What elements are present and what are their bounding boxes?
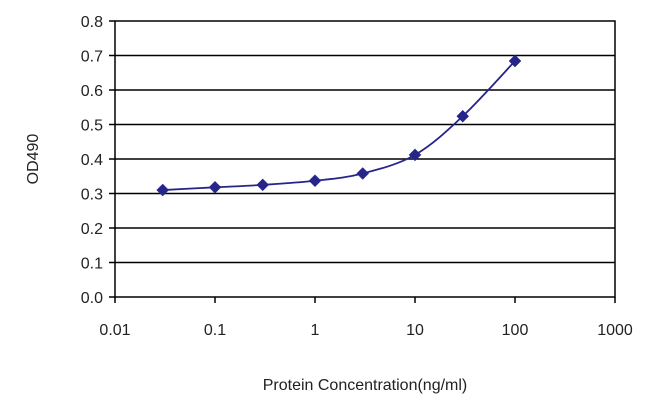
x-tick-label: 1000 [597, 322, 633, 339]
x-tick-labels: 0.01 0.1 1 10 100 1000 [99, 322, 632, 339]
x-axis-label: Protein Concentration(ng/ml) [263, 377, 468, 394]
data-point [308, 174, 322, 188]
axes [109, 20, 616, 303]
y-axis-label: OD490 [25, 134, 42, 185]
data-point [356, 167, 370, 180]
data-point [256, 178, 270, 192]
data-point [508, 54, 522, 68]
x-tick-label: 10 [406, 322, 424, 339]
y-tick-label: 0.7 [81, 49, 103, 66]
y-tick-label: 0.2 [81, 221, 103, 238]
y-tick-label: 0.1 [81, 256, 103, 273]
x-tick-label: 100 [502, 322, 529, 339]
x-tick-label: 1 [311, 322, 320, 339]
data-point [208, 180, 222, 194]
grid-lines [115, 54, 615, 264]
y-tick-label: 0.4 [81, 152, 103, 169]
x-tick-label: 0.1 [204, 322, 226, 339]
y-tick-label: 0.3 [81, 187, 103, 204]
y-tick-label: 0.8 [81, 14, 103, 31]
data-point [156, 183, 170, 197]
data-point [456, 109, 470, 123]
y-tick-label: 0.6 [81, 83, 103, 100]
data-point [408, 148, 422, 162]
y-tick-label: 0.0 [81, 290, 103, 307]
y-tick-label: 0.5 [81, 118, 103, 135]
x-tick-label: 0.01 [99, 322, 130, 339]
y-tick-labels: 0.0 0.1 0.2 0.3 0.4 0.5 0.6 0.7 0.8 [81, 14, 103, 307]
data-points [156, 54, 522, 197]
